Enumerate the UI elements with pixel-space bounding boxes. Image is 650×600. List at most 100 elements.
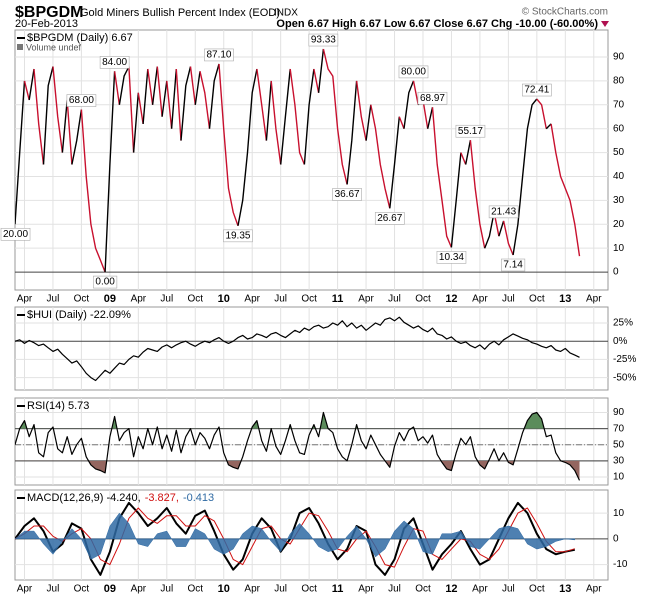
price-line — [23, 80, 30, 101]
x-tick-label: Apr — [244, 584, 260, 595]
exchange: INDX — [274, 8, 298, 19]
price-line — [355, 80, 367, 141]
y-tick-label: 50 — [613, 439, 625, 450]
value-label: 36.67 — [335, 189, 360, 200]
value-label: 7.14 — [503, 260, 523, 271]
y-tick-label: 50 — [613, 147, 625, 158]
price-line — [80, 109, 106, 273]
price-line — [147, 68, 154, 105]
y-tick-label: 10 — [613, 243, 625, 254]
histogram-area — [15, 512, 576, 560]
price-line — [317, 48, 325, 93]
price-line — [427, 107, 434, 129]
volume-icon — [17, 44, 23, 50]
price-line — [132, 92, 139, 153]
price-line — [502, 220, 514, 256]
price-line — [365, 104, 372, 141]
value-label-box — [501, 258, 526, 272]
value-label-box — [488, 205, 519, 219]
price-line — [370, 104, 391, 209]
value-label: 20.00 — [3, 229, 28, 240]
y-tick-label: 30 — [613, 195, 625, 206]
y-tick-label: 90 — [613, 52, 625, 63]
plot-area — [15, 316, 580, 382]
value-label-box — [204, 48, 234, 62]
value-label-box — [436, 251, 467, 264]
price-line — [469, 140, 486, 249]
x-tick-label: Oct — [301, 294, 317, 305]
x-tick-label: Jul — [274, 294, 287, 305]
price-line — [256, 68, 268, 141]
value-label: 93.33 — [311, 35, 336, 46]
price-line — [465, 140, 472, 165]
y-tick-label: 10 — [613, 472, 625, 483]
value-label: 87.10 — [206, 50, 231, 61]
symbol: $BPGDM — [15, 4, 83, 21]
x-tick-label: Jul — [388, 584, 401, 595]
price-line — [142, 68, 149, 124]
value-label-box — [66, 94, 97, 107]
x-tick-label: Jul — [388, 294, 401, 305]
x-tick-label: Jul — [274, 584, 287, 595]
x-tick-label: Oct — [187, 584, 203, 595]
x-tick-label: 13 — [559, 293, 571, 305]
y-tick-label: 0 — [613, 267, 619, 278]
legend-label: MACD(12,26,9) -4.240, — [27, 492, 141, 504]
x-tick-label: Apr — [586, 584, 602, 595]
x-tick-label: Apr — [131, 294, 147, 305]
price-line — [156, 66, 163, 117]
series-line — [15, 411, 581, 481]
x-tick-label: 12 — [445, 293, 457, 305]
x-tick-label: 13 — [559, 583, 571, 595]
x-tick-label: Oct — [415, 294, 431, 305]
y-tick-label: 0% — [613, 336, 628, 347]
x-tick-label: Jul — [502, 584, 515, 595]
price-line — [550, 123, 581, 257]
price-line — [398, 116, 405, 129]
price-line — [189, 66, 196, 105]
price-line — [28, 68, 35, 101]
x-tick-label: 09 — [104, 293, 116, 305]
price-line — [460, 152, 467, 165]
price-line — [118, 66, 130, 105]
price-line — [61, 99, 68, 153]
x-tick-label: Apr — [358, 584, 374, 595]
price-line — [450, 152, 462, 248]
x-tick-label: Jul — [160, 294, 173, 305]
y-tick-label: 20 — [613, 219, 625, 230]
date: 20-Feb-2013 — [15, 18, 78, 30]
price-line — [71, 109, 83, 165]
x-tick-label: Jul — [160, 584, 173, 595]
value-label-box — [99, 56, 130, 69]
value-label-box — [374, 212, 405, 225]
y-tick-label: -50% — [613, 372, 636, 383]
price-line — [422, 99, 429, 129]
value-label-box — [398, 65, 429, 79]
price-line — [237, 68, 258, 226]
y-tick-label: 70 — [613, 423, 625, 434]
legend-label: RSI(14) 5.73 — [27, 400, 89, 412]
x-tick-label: 10 — [218, 293, 230, 305]
down-arrow — [601, 21, 609, 27]
x-tick-label: Oct — [529, 294, 545, 305]
panel-frame — [14, 29, 609, 291]
y-tick-label: 70 — [613, 99, 625, 110]
price-line — [151, 66, 158, 105]
x-tick-label: Jul — [47, 294, 60, 305]
y-tick-label: 10 — [613, 508, 625, 519]
price-line — [33, 68, 45, 165]
x-tick-label: 12 — [445, 583, 457, 595]
value-label: 19.35 — [225, 230, 250, 241]
price-line — [194, 71, 201, 105]
value-label: 26.67 — [377, 213, 402, 224]
price-line — [322, 48, 348, 185]
value-label: 68.00 — [69, 95, 94, 106]
x-tick-label: Apr — [472, 294, 488, 305]
price-line — [280, 68, 291, 165]
value-label-box — [455, 124, 486, 138]
value-label: 10.34 — [439, 252, 464, 263]
value-label: 84.00 — [102, 57, 127, 68]
value-label: 80.00 — [401, 67, 426, 78]
y-tick-label: 40 — [613, 171, 625, 182]
x-tick-label: Oct — [415, 584, 431, 595]
